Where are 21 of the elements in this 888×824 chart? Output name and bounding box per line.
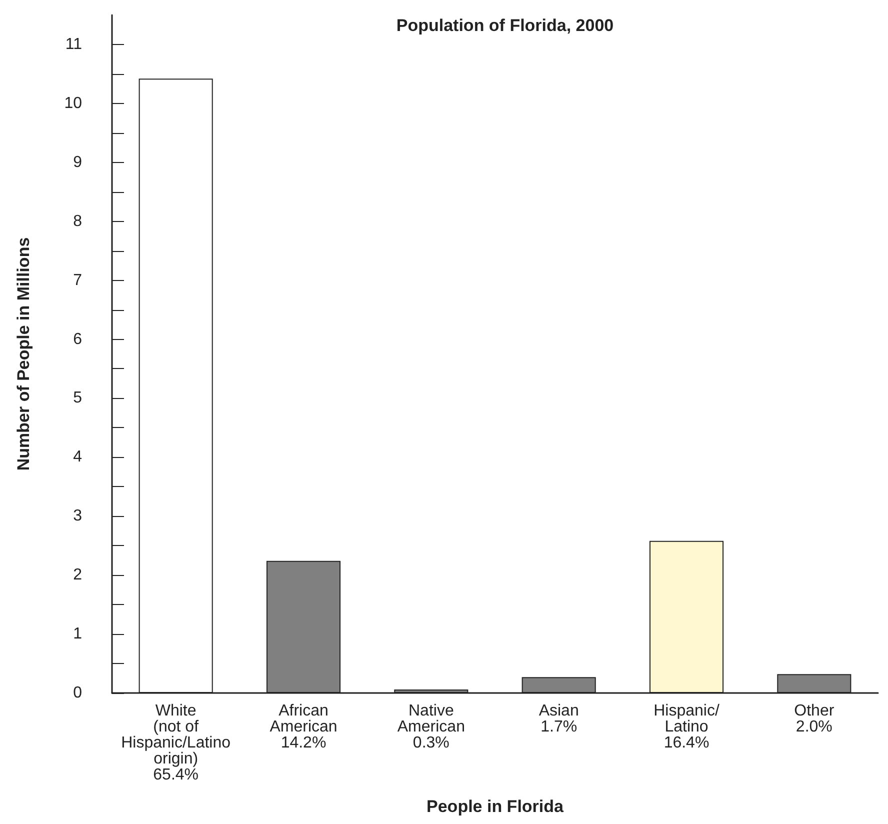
x-tick-label: White (not of Hispanic/Latino origin) 65.4% [121,702,231,784]
y-tick-label: 2 [73,566,82,584]
y-tick-label: 11 [65,36,82,53]
y-tick-label: 6 [73,330,82,348]
y-tick-label: 1 [73,626,82,643]
y-tick-label: 10 [64,94,82,112]
x-tick-label: African American 14.2% [270,702,338,752]
x-tick-label: Native American 0.3% [397,702,465,752]
x-axis-title: People in Florida [426,797,564,816]
x-tick-label: Asian 1.7% [538,702,579,736]
y-tick-label: 0 [73,684,82,702]
y-axis-title: Number of People in Millions [14,237,33,471]
y-tick-label: 9 [73,154,82,171]
y-tick-label: 5 [73,390,82,407]
x-tick-label: Other 2.0% [794,702,835,736]
y-tick-label: 3 [73,508,82,525]
y-tick-label: 8 [73,212,82,230]
y-tick-label: 7 [73,272,82,289]
y-tick-label: 4 [73,448,82,466]
chart-title: Population of Florida, 2000 [396,16,614,35]
x-tick-label: Hispanic/ Latino 16.4% [654,702,720,752]
